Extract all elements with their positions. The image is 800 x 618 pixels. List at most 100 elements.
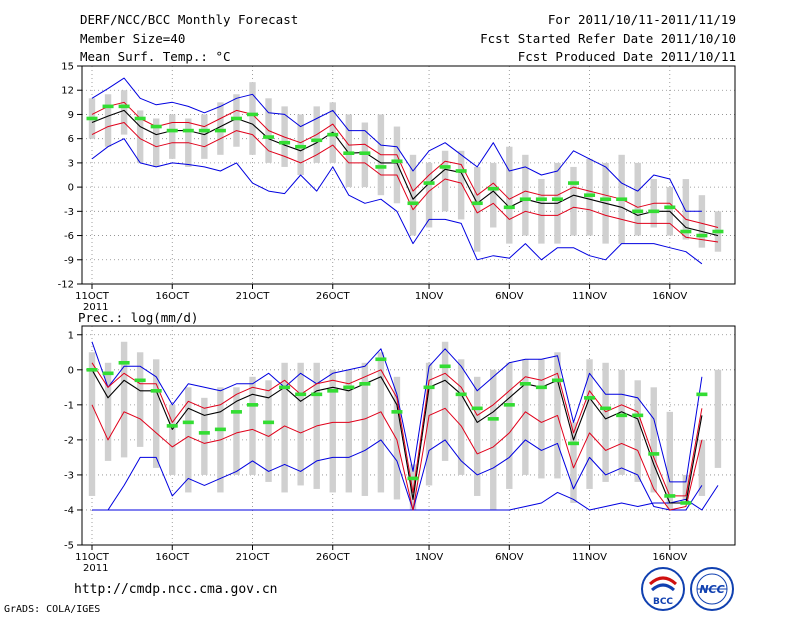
temp-spread-box: [409, 154, 417, 236]
temp-xtick-label: 1NOV: [415, 291, 444, 302]
prec-observed-marker: [568, 441, 579, 446]
temp-observed-marker: [166, 128, 178, 133]
prec-ytick-label: -3: [64, 470, 74, 481]
temp-observed-marker: [487, 186, 499, 191]
forecast-started-date: Fcst Started Refer Date 2011/10/10: [480, 31, 736, 46]
temp-xtick-label: 6NOV: [495, 291, 524, 302]
prec-observed-marker: [407, 476, 419, 481]
temp-spread-box: [698, 195, 706, 248]
prec-observed-marker: [535, 385, 547, 390]
temp-observed-marker: [182, 128, 194, 133]
prec-inner-lower-line: [91, 404, 703, 511]
prec-outer-upper-line: [91, 341, 703, 483]
prec-spread-box: [153, 359, 160, 468]
prec-observed-marker: [616, 413, 628, 418]
prec-spread-box: [506, 362, 513, 489]
prec-observed-marker: [551, 378, 563, 383]
prec-spread-box: [265, 380, 272, 482]
prec-min-line-line: [92, 485, 719, 511]
temp-observed-marker: [198, 128, 210, 133]
temp-observed-marker: [616, 197, 628, 202]
prec-observed-marker: [439, 364, 451, 369]
prec-observed-marker: [166, 424, 178, 428]
temp-outer-lower-line: [91, 138, 703, 265]
temp-observed-marker: [632, 209, 644, 214]
prec-observed-marker: [311, 392, 323, 397]
temp-observed-marker: [102, 104, 114, 109]
prec-ytick-label: -5: [64, 541, 74, 552]
bcc-logo-icon: BCC: [641, 567, 685, 611]
temp-spread-box: [217, 102, 224, 155]
temp-inner-upper-line: [91, 101, 719, 228]
prec-plot-frame: [81, 325, 736, 546]
temp-observed-marker: [535, 197, 547, 202]
prec-spread-box: [377, 352, 385, 493]
prec-xtick-label: 26OCT: [316, 552, 351, 563]
prec-observed-marker: [359, 382, 371, 386]
temp-observed-marker: [664, 205, 676, 210]
temp-spread-box: [153, 118, 160, 167]
prec-spread-box: [425, 362, 433, 486]
temp-ytick-label: -9: [64, 255, 74, 266]
prec-observed-marker: [664, 494, 676, 498]
prec-ytick-label: -2: [64, 435, 74, 446]
temp-spread-box: [522, 154, 529, 236]
temp-spread-box: [634, 162, 641, 236]
prec-observed-marker: [696, 392, 708, 397]
bcc-logo: BCC: [640, 566, 686, 612]
prec-observed-marker: [327, 389, 339, 393]
bcc-logo-text: BCC: [653, 597, 673, 607]
prec-xtick-label: 16OCT: [155, 552, 190, 563]
temp-observed-marker: [295, 144, 307, 149]
temp-xtick-label: 16NOV: [652, 291, 687, 302]
prec-spread-box: [650, 387, 657, 493]
temp-observed-marker: [327, 132, 339, 137]
prec-observed-marker: [375, 357, 387, 362]
prec-spread-box: [409, 464, 417, 510]
prec-xtick-label: 6NOV: [495, 552, 524, 563]
prec-spread-box: [714, 369, 722, 468]
prec-year-label: 2011: [83, 563, 108, 574]
prec-observed-marker: [198, 431, 210, 435]
temp-spread-box: [201, 114, 208, 159]
temp-plot-frame: [81, 65, 736, 285]
source-url[interactable]: http://cmdp.ncc.cma.gov.cn: [74, 582, 278, 597]
prec-spread-box: [570, 422, 577, 503]
prec-observed-marker: [214, 427, 226, 432]
prec-observed-marker: [519, 382, 531, 386]
prec-observed-marker: [150, 389, 162, 393]
prec-ytick-label: 0: [68, 365, 74, 376]
prec-spread-box: [666, 411, 673, 510]
prec-spread-box: [441, 341, 449, 461]
temp-spread-box: [570, 166, 577, 236]
prec-spread-box: [698, 439, 706, 496]
temp-spread-box: [441, 150, 449, 212]
temp-spread-box: [249, 82, 256, 155]
prec-observed-marker: [102, 371, 114, 376]
prec-spread-box: [297, 362, 304, 486]
temp-observed-marker: [150, 124, 162, 129]
temp-observed-marker: [118, 104, 130, 109]
temp-observed-marker: [359, 151, 371, 155]
temp-spread-box: [233, 94, 240, 147]
temp-spread-box: [104, 94, 112, 147]
temp-outer-upper-line: [91, 77, 702, 212]
temp-xtick-label: 26OCT: [316, 291, 351, 302]
prec-spread-box: [345, 369, 352, 493]
temp-observed-marker: [551, 197, 563, 202]
prec-spread-box: [393, 376, 401, 500]
temp-observed-marker: [263, 135, 275, 139]
prec-spread-box: [281, 362, 288, 493]
prec-observed-marker: [680, 501, 692, 505]
temp-spread-box: [120, 90, 128, 135]
prec-observed-marker: [230, 410, 242, 414]
temp-observed-marker: [519, 197, 531, 202]
prec-spread-box: [634, 380, 641, 482]
prec-observed-marker: [391, 410, 403, 414]
prec-observed-marker: [584, 396, 596, 400]
temp-observed-marker: [214, 128, 226, 133]
temp-observed-marker: [134, 116, 146, 121]
prec-observed-marker: [279, 385, 291, 390]
prec-observed-marker: [487, 417, 499, 421]
prec-spread-box: [329, 369, 336, 493]
